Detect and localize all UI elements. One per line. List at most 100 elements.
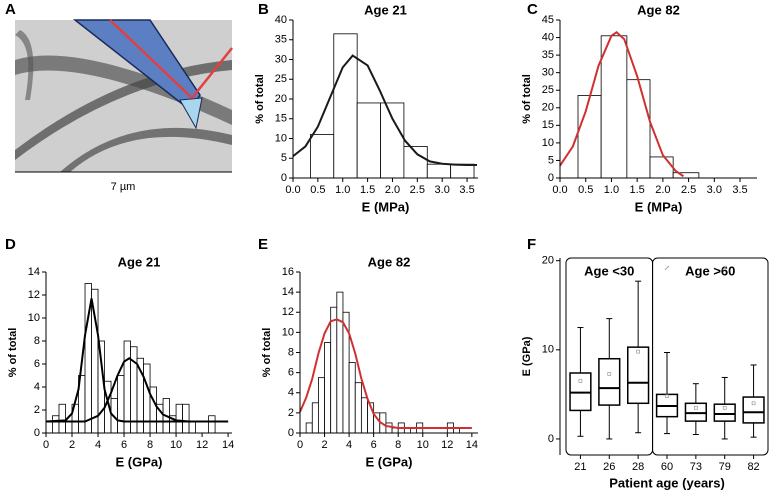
fit-curve bbox=[292, 54, 478, 166]
mean bbox=[751, 401, 756, 406]
laser bbox=[191, 47, 233, 99]
x-tick-label: 21 bbox=[574, 461, 586, 473]
x-tick-label: 26 bbox=[603, 461, 615, 473]
x-tick-label: 1.0 bbox=[335, 184, 350, 196]
chart-title: Age 21 bbox=[118, 254, 161, 269]
bar bbox=[324, 342, 332, 434]
y-tick-label: 10 bbox=[28, 312, 40, 324]
chart-title: Age 21 bbox=[364, 2, 407, 17]
x-tick-label: 73 bbox=[690, 461, 702, 473]
y-axis-label: % of total bbox=[261, 328, 273, 378]
panel-letter: F bbox=[527, 236, 536, 253]
y-tick-label: 20 bbox=[542, 255, 554, 267]
bar bbox=[577, 95, 602, 179]
bar bbox=[356, 102, 381, 179]
y-tick-label: 30 bbox=[542, 67, 554, 79]
x-tick-label: 0.0 bbox=[552, 184, 567, 196]
y-tick-label: 10 bbox=[542, 344, 554, 356]
mean bbox=[665, 394, 669, 398]
bar bbox=[336, 291, 344, 434]
bar bbox=[672, 172, 700, 179]
y-tick-label: 6 bbox=[34, 358, 40, 370]
x-axis-label: E (MPa) bbox=[362, 199, 410, 214]
y-tick-label: 12 bbox=[28, 289, 40, 301]
y-tick-label: 15 bbox=[542, 119, 554, 131]
y-tick-label: 8 bbox=[34, 335, 40, 347]
x-tick-label: 82 bbox=[747, 461, 759, 473]
y-axis-label: % of total bbox=[521, 74, 533, 124]
y-axis-label: E (GPa) bbox=[521, 336, 533, 376]
x-tick-label: 79 bbox=[719, 461, 731, 473]
bar bbox=[385, 422, 393, 434]
box bbox=[713, 403, 736, 422]
y-tick-label: 16 bbox=[282, 266, 294, 278]
panel-letter: B bbox=[258, 1, 269, 18]
bar bbox=[305, 422, 313, 434]
outlier bbox=[722, 265, 728, 271]
y-tick-label: 10 bbox=[275, 132, 287, 144]
group-label: Age >60 bbox=[685, 263, 735, 278]
bar bbox=[123, 340, 131, 434]
y-tick-label: 0 bbox=[548, 433, 554, 445]
panel-letter: A bbox=[5, 1, 16, 18]
box bbox=[598, 357, 621, 406]
x-tick-label: 3.5 bbox=[732, 184, 747, 196]
bar bbox=[188, 421, 196, 434]
bar bbox=[208, 415, 216, 434]
x-tick-label: 6 bbox=[371, 439, 377, 451]
panel-letter: D bbox=[5, 236, 16, 253]
y-tick-label: 20 bbox=[275, 93, 287, 105]
y-tick-label: 5 bbox=[281, 152, 287, 164]
fit-curve bbox=[559, 31, 685, 178]
bar bbox=[143, 363, 151, 434]
y-tick-label: 4 bbox=[34, 381, 40, 393]
mean bbox=[607, 372, 612, 376]
x-tick-label: 10 bbox=[417, 439, 429, 451]
x-tick-label: 10 bbox=[170, 439, 182, 451]
mean bbox=[722, 405, 727, 410]
y-tick-label: 10 bbox=[282, 326, 294, 338]
mean bbox=[694, 405, 698, 410]
bar bbox=[318, 377, 325, 434]
y-axis-label: % of total bbox=[7, 328, 19, 378]
bar bbox=[380, 102, 405, 179]
x-tick-label: 4 bbox=[346, 439, 352, 451]
bar bbox=[65, 421, 73, 434]
laser bbox=[109, 19, 193, 99]
y-tick-label: 30 bbox=[275, 53, 287, 65]
x-tick-label: 14 bbox=[222, 439, 234, 451]
x-tick-label: 2 bbox=[69, 439, 75, 451]
bar bbox=[600, 35, 628, 179]
box bbox=[742, 396, 765, 424]
x-tick-label: 3.0 bbox=[707, 184, 722, 196]
bar bbox=[91, 288, 99, 434]
x-tick-label: 4 bbox=[95, 439, 101, 451]
x-tick-label: 12 bbox=[196, 439, 208, 451]
outlier bbox=[664, 265, 670, 271]
x-tick-label: 2.0 bbox=[385, 184, 400, 196]
x-axis-label: E (GPa) bbox=[116, 454, 163, 469]
x-tick-label: 1.0 bbox=[604, 184, 619, 196]
y-tick-label: 2 bbox=[288, 407, 294, 419]
y-tick-label: 14 bbox=[28, 266, 40, 278]
y-tick-label: 40 bbox=[542, 31, 554, 43]
y-tick-label: 12 bbox=[282, 306, 294, 318]
mean bbox=[636, 349, 640, 354]
y-tick-label: 10 bbox=[542, 137, 554, 149]
x-tick-label: 2 bbox=[321, 439, 327, 451]
x-tick-label: 3.5 bbox=[459, 184, 474, 196]
afm-image: A 7 µm bbox=[5, 1, 233, 193]
chart-title: Age 82 bbox=[368, 254, 411, 269]
x-tick-label: 60 bbox=[661, 461, 673, 473]
bar bbox=[182, 403, 190, 434]
bar bbox=[330, 306, 338, 434]
group-frame bbox=[652, 257, 769, 456]
y-tick-label: 0 bbox=[34, 427, 40, 439]
fiber bbox=[15, 30, 34, 100]
x-tick-label: 0 bbox=[297, 439, 303, 451]
group-label: Age <30 bbox=[584, 263, 634, 278]
y-tick-label: 35 bbox=[275, 34, 287, 46]
fit-curve bbox=[45, 298, 229, 423]
panel-letter: E bbox=[258, 236, 268, 253]
